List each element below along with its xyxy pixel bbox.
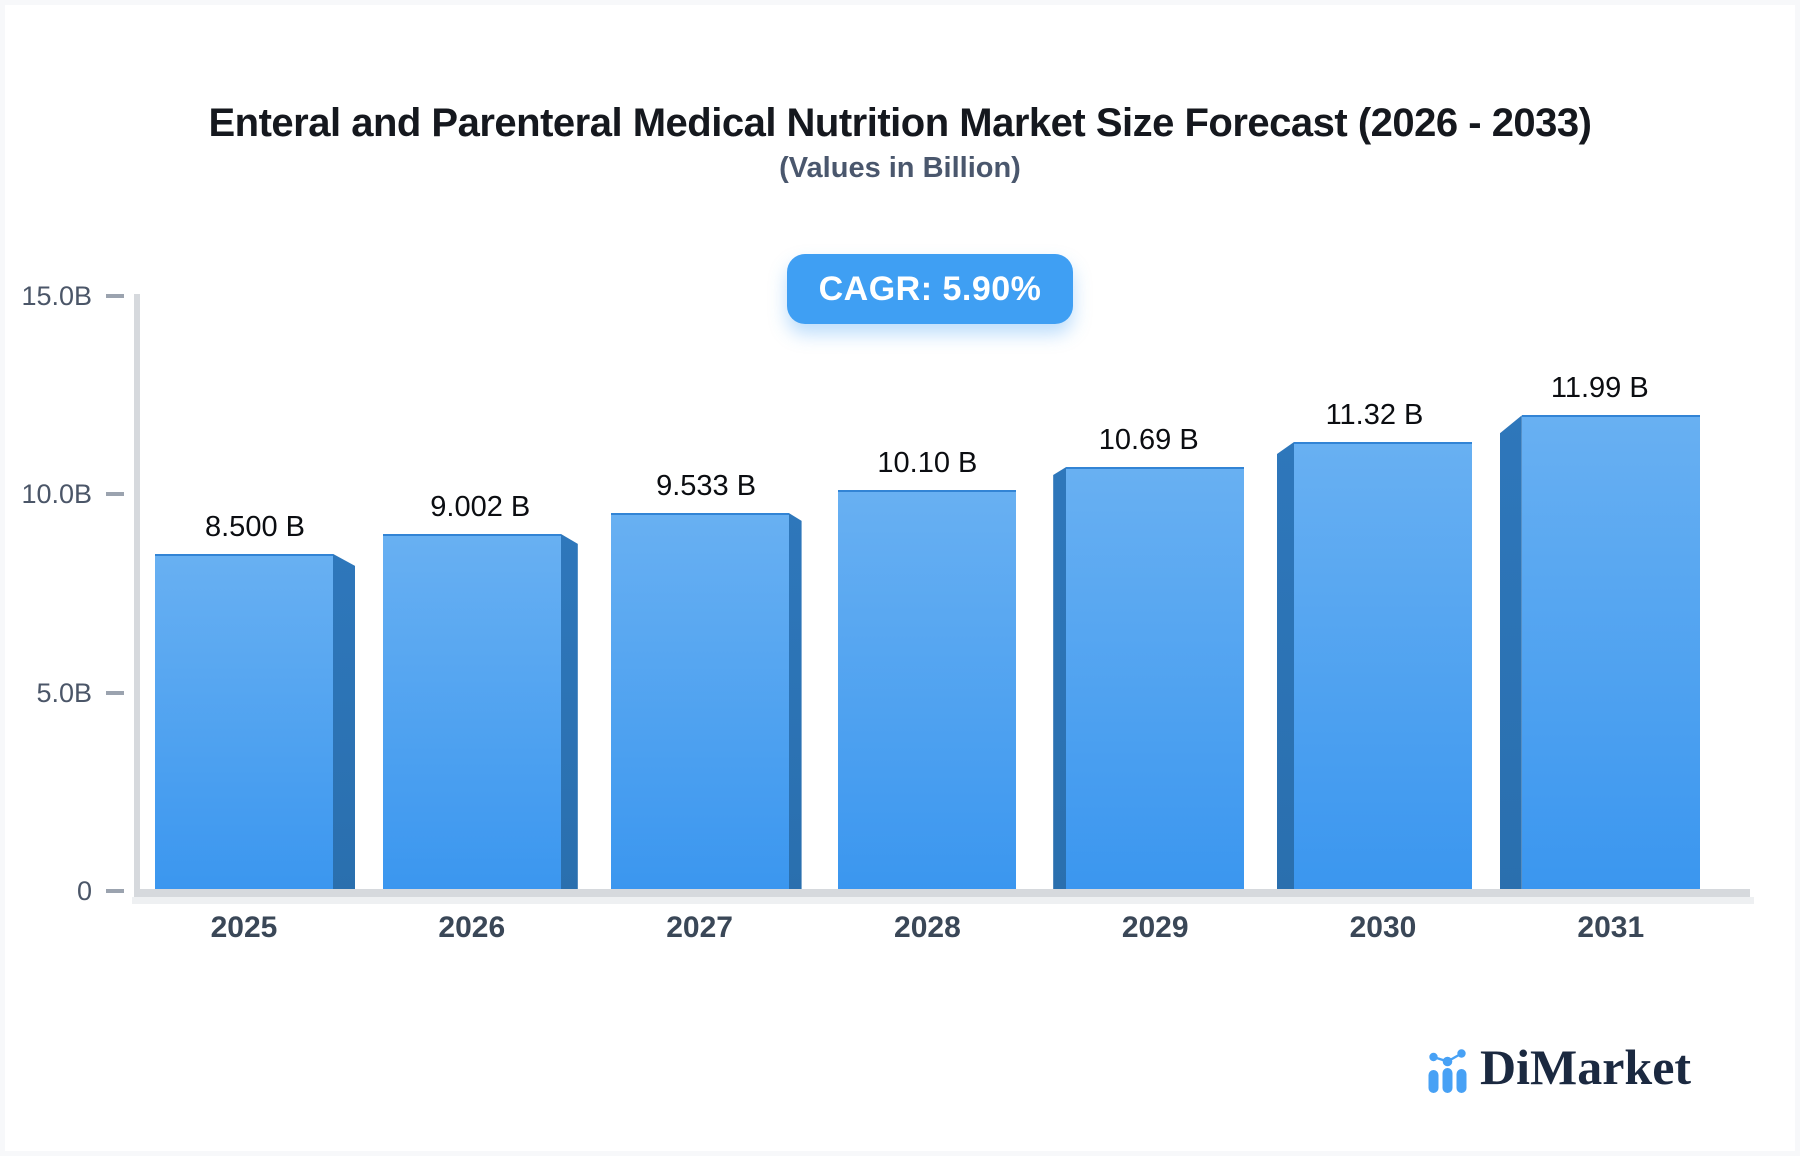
bar-side-2026[interactable]: [560, 533, 578, 895]
x-axis-label-2030: 2030: [1349, 911, 1417, 944]
chart-subtitle: (Values in Billion): [779, 152, 1021, 184]
y-tick-label-5.0B: 5.0B: [36, 677, 92, 708]
bar-2027[interactable]: [610, 512, 789, 895]
y-tick-label-0: 0: [76, 876, 92, 906]
x-axis-label-2026: 2026: [438, 911, 506, 944]
bar-side-2030[interactable]: [1277, 441, 1294, 895]
bar-2028[interactable]: [838, 490, 1017, 895]
y-axis-line: [134, 294, 140, 897]
bar-value-label-2025: 8.500 B: [205, 510, 305, 543]
bar-value-label-2029: 10.69 B: [1098, 423, 1199, 456]
brand-name: DiMarket: [1480, 1039, 1692, 1095]
brand-logo: DiMarket: [1413, 1035, 1703, 1105]
bar-2026[interactable]: [382, 533, 561, 895]
chart-card: Enteral and Parenteral Medical Nutrition…: [5, 5, 1795, 1151]
bar-value-label-2027: 9.533 B: [656, 469, 757, 502]
bar-value-label-2031: 11.99 B: [1550, 372, 1649, 405]
x-axis-label-2027: 2027: [666, 911, 733, 944]
y-tick-mark-10.0B: [106, 492, 124, 497]
mini-bar-chart-logo-icon: [1428, 1049, 1467, 1093]
y-tick-mark-15.0B: [106, 294, 124, 298]
x-axis-label-2028: 2028: [894, 911, 961, 944]
x-axis-label-2029: 2029: [1121, 911, 1189, 944]
x-axis-label-2031: 2031: [1577, 911, 1645, 944]
bar-side-2029[interactable]: [1053, 466, 1067, 895]
bar-value-label-2028: 10.10 B: [877, 447, 978, 480]
bar-value-label-2030: 11.32 B: [1325, 398, 1424, 431]
bar-2030[interactable]: [1294, 441, 1472, 895]
x-axis-baseline: [134, 889, 1750, 897]
y-tick-mark-5.0B: [106, 690, 124, 695]
y-tick-label-10.0B: 10.0B: [21, 479, 92, 510]
bar-value-label-2026: 9.002 B: [430, 490, 531, 523]
bar-side-2031[interactable]: [1499, 415, 1522, 895]
bar-side-2025[interactable]: [333, 553, 355, 895]
y-tick-mark-0: [106, 889, 124, 893]
x-axis-baseline-shadow: [132, 897, 1754, 904]
bar-2031[interactable]: [1521, 415, 1700, 895]
y-tick-label-15.0B: 15.0B: [21, 281, 92, 311]
x-axis-label-2025: 2025: [210, 911, 278, 944]
bar-side-2027[interactable]: [788, 512, 802, 895]
bar-chart-plot-area: 8.500 B 2025 9.002 B 2026 9.533 B 2027 10.10 B…: [5, 5, 1795, 1015]
bar-2025[interactable]: [155, 553, 333, 895]
cagr-badge-label: CAGR: 5.90%: [818, 269, 1042, 308]
bar-2029[interactable]: [1066, 466, 1245, 895]
chart-title: Enteral and Parenteral Medical Nutrition…: [208, 101, 1592, 145]
cagr-badge: CAGR: 5.90%: [787, 254, 1073, 324]
